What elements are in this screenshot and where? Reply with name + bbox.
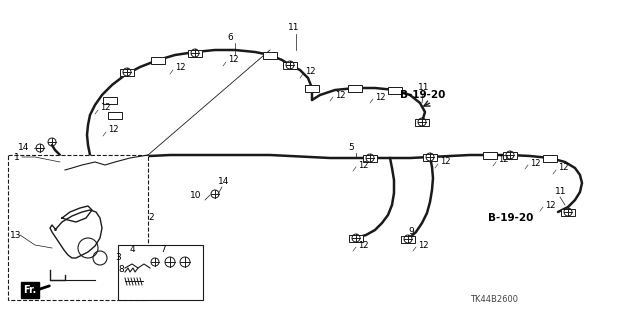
Bar [415, 118, 429, 125]
Bar [305, 85, 319, 92]
Text: 12: 12 [100, 103, 111, 113]
Text: 14: 14 [18, 144, 29, 152]
Text: 11: 11 [555, 188, 566, 197]
Text: 12: 12 [358, 241, 369, 249]
Text: 11: 11 [288, 24, 300, 33]
Text: 11: 11 [418, 84, 429, 93]
Bar [188, 49, 202, 56]
Text: 6: 6 [227, 33, 233, 42]
Text: 5: 5 [348, 144, 354, 152]
Text: 12: 12 [418, 241, 429, 249]
Text: 13: 13 [10, 231, 22, 240]
Bar [483, 152, 497, 159]
Bar [103, 97, 117, 103]
Text: 14: 14 [218, 177, 229, 187]
Text: 12: 12 [335, 91, 346, 100]
Bar [348, 85, 362, 92]
Text: 10: 10 [190, 190, 202, 199]
Text: 9: 9 [408, 227, 413, 236]
Bar [8, 155, 148, 300]
Text: Fr.: Fr. [24, 285, 36, 295]
Bar [388, 86, 402, 93]
Text: B-19-20: B-19-20 [400, 90, 445, 100]
Bar [120, 69, 134, 76]
Text: 8: 8 [118, 265, 124, 275]
Text: 12: 12 [175, 63, 186, 72]
Bar [561, 209, 575, 216]
Bar [349, 234, 363, 241]
Text: 12: 12 [440, 158, 451, 167]
Text: 12: 12 [305, 68, 316, 77]
Bar [118, 245, 203, 300]
Text: 12: 12 [375, 93, 385, 101]
Text: 12: 12 [498, 155, 509, 165]
Text: 12: 12 [530, 159, 541, 167]
Text: 12: 12 [358, 160, 369, 169]
Text: 4: 4 [130, 244, 136, 254]
Bar [503, 152, 517, 159]
Bar [401, 235, 415, 242]
Bar [543, 154, 557, 161]
Bar [263, 51, 277, 58]
Bar [151, 56, 165, 63]
Text: 12: 12 [108, 125, 118, 135]
Text: 2: 2 [148, 213, 154, 222]
Bar [283, 62, 297, 69]
Text: 12: 12 [545, 201, 556, 210]
Text: 7: 7 [160, 244, 166, 254]
Bar [423, 153, 437, 160]
Text: 12: 12 [558, 164, 568, 173]
Bar [363, 154, 377, 161]
Text: 1: 1 [14, 152, 20, 161]
Text: 12: 12 [228, 56, 239, 64]
Text: 3: 3 [115, 254, 121, 263]
Bar [108, 112, 122, 118]
Text: B-19-20: B-19-20 [488, 213, 533, 223]
Text: TK44B2600: TK44B2600 [470, 295, 518, 305]
